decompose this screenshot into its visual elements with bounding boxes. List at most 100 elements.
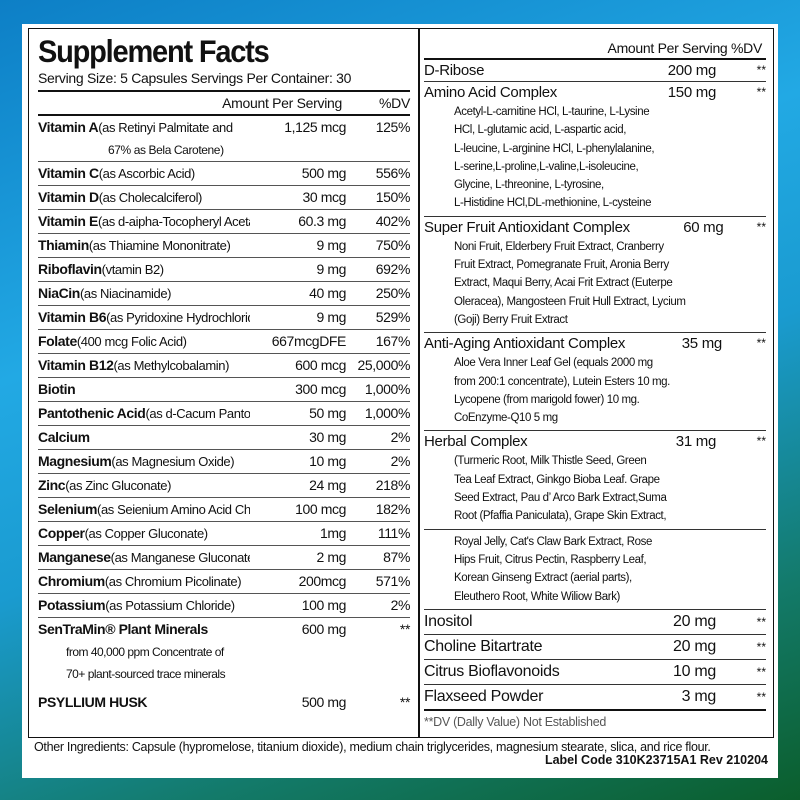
ingredient-main: Anti-Aging Antioxidant Complex 35 mg **	[424, 333, 766, 354]
right-column: Amount Per Serving %DV D-Ribose 200 mg ** A…	[424, 38, 766, 733]
nutrient-name: Selenium	[38, 501, 98, 517]
nutrient-row: Vitamin A(as Retinyi Palmitate and 1,125 …	[38, 116, 410, 162]
nutrient-main: PSYLLIUM HUSK 500 mg **	[38, 691, 410, 714]
ingredient-dv: **	[756, 219, 766, 234]
ingredient-subline: Seed Extract, Pau d’ Arco Bark Extract,S…	[454, 492, 667, 505]
ingredient-name: Super Fruit Antioxidant Complex	[424, 218, 630, 236]
nutrient-name: Vitamin D	[38, 189, 99, 205]
nutrient-subline: from 40,000 ppm Concentrate of	[66, 645, 224, 659]
right-rows: D-Ribose 200 mg ** Amino Acid Complex 150 mg…	[424, 60, 766, 711]
ingredient-row: Inositol 20 mg **	[424, 610, 766, 635]
nutrient-dv: 87%	[383, 549, 410, 565]
nutrient-row: Calcium 30 mg 2%	[38, 426, 410, 450]
nutrient-dv: 1,000%	[364, 381, 410, 397]
nutrient-amount: 300 mcg	[295, 381, 346, 397]
nutrient-row: Chromium(as Chromium Picolinate) 200mcg 57…	[38, 570, 410, 594]
nutrient-name: NiaCin	[38, 285, 80, 301]
nutrient-name-cell: Manganese(as Manganese Gluconate)	[38, 546, 250, 569]
nutrient-amount: 1mg	[319, 525, 346, 541]
ingredient-row: D-Ribose 200 mg **	[424, 60, 766, 82]
nutrient-source: (as Thiamine Mononitrate)	[88, 238, 231, 253]
other-ingredients: Other Ingredients: Capsule (hypromelose,…	[34, 740, 711, 754]
nutrient-name-cell: Thiamin(as Thiamine Mononitrate)	[38, 234, 250, 257]
ingredient-subline: (Goji) Berry Fruit Extract	[454, 313, 568, 326]
nutrient-name: Folate	[38, 333, 77, 349]
nutrient-main: Thiamin(as Thiamine Mononitrate) 9 mg 750%	[38, 234, 410, 257]
nutrient-name-cell: Riboflavin(vtamin B2)	[38, 258, 250, 281]
nutrient-row: Selenium(as Seienium Amino Acid Chelate)…	[38, 498, 410, 522]
ingredient-subline: Extract, Maqui Berry, Acai Frit Extract …	[454, 277, 673, 290]
serving-info: Serving Size: 5 Capsules Servings Per Co…	[38, 68, 410, 92]
ingredient-subline: Aloe Vera Inner Leaf Gel (equals 2000 mg	[454, 357, 653, 370]
ingredient-subline: Oleracea), Mangosteen Fruit Hull Extract…	[454, 295, 686, 308]
nutrient-main: Vitamin A(as Retinyi Palmitate and 1,125 …	[38, 116, 410, 139]
nutrient-name-cell: SenTraMin® Plant Minerals	[38, 618, 250, 641]
nutrient-main: Riboflavin(vtamin B2) 9 mg 692%	[38, 258, 410, 281]
nutrient-row: SenTraMin® Plant Minerals 600 mg ** from 40…	[38, 618, 410, 685]
nutrient-dv: 218%	[375, 477, 411, 493]
nutrient-main: Vitamin D(as Cholecalciferol) 30 mcg 150%	[38, 186, 410, 209]
ingredient-subline: Eleuthero Root, White Wiliow Bark)	[454, 590, 620, 603]
nutrient-name-cell: Vitamin A(as Retinyi Palmitate and	[38, 116, 250, 139]
ingredient-subline: (Turmeric Root, Milk Thistle Seed, Green	[454, 455, 647, 468]
nutrient-main: Vitamin B6(as Pyridoxine Hydrochloride) 9…	[38, 306, 410, 329]
nutrient-amount: 30 mcg	[302, 189, 346, 205]
nutrient-name: Calcium	[38, 429, 90, 445]
ingredient-subline: Acetyl-L-carnitine HCl, L-taurine, L-Lys…	[454, 106, 650, 118]
nutrient-dv: 182%	[375, 501, 411, 517]
nutrient-name: Vitamin E	[38, 213, 98, 229]
nutrient-main: Vitamin B12(as Methylcobalamin) 600 mcg 25…	[38, 354, 410, 377]
nutrient-source: (vtamin B2)	[101, 262, 164, 277]
ingredient-amount: 150 mg	[667, 84, 717, 101]
nutrient-row: Potassium(as Potassium Chloride) 100 mg 2%	[38, 594, 410, 618]
nutrient-name-cell: NiaCin(as Niacinamide)	[38, 282, 250, 305]
ingredient-row: Citrus Bioflavonoids 10 mg **	[424, 660, 766, 685]
ingredient-subline: L-leucine, L-arginine HCl, L-phenylalani…	[454, 142, 655, 155]
nutrient-source: (as Potassium Chloride)	[105, 598, 235, 613]
left-header: Amount Per Serving %DV	[38, 92, 410, 116]
nutrient-row: Vitamin D(as Cholecalciferol) 30 mcg 150%	[38, 186, 410, 210]
ingredient-subline: Lycopene (from marigold fower) 10 mg.	[454, 393, 640, 406]
ingredient-row: Choline Bitartrate 20 mg **	[424, 635, 766, 660]
nutrient-dv: 1,000%	[364, 405, 410, 421]
nutrient-name: Vitamin C	[38, 165, 99, 181]
ingredient-subline: L-serine,L-proline,L-valine,L-isoleucine…	[454, 160, 639, 173]
ingredient-main: Choline Bitartrate 20 mg **	[424, 635, 766, 659]
nutrient-source: (as Cholecalciferol)	[98, 190, 203, 205]
ingredient-subline: Root (Pfaffia Paniculata), Grape Skin Ex…	[454, 510, 667, 523]
ingredient-dv: **	[756, 639, 766, 654]
ingredient-subline: Tea Leaf Extract, Ginkgo Bioba Leaf. Gra…	[454, 473, 660, 486]
nutrient-source: (as d-Cacum Pantothenate)	[145, 406, 250, 421]
nutrient-name-cell: Copper(as Copper Gluconate)	[38, 522, 250, 545]
ingredient-subline: Noni Fruit, Elderbery Fruit Extract, Cra…	[454, 240, 664, 253]
nutrient-dv: 571%	[375, 573, 411, 589]
ingredient-dv: **	[756, 85, 766, 99]
ingredient-amount: 10 mg	[673, 662, 716, 680]
ingredient-subline: Hips Fruit, Citrus Pectin, Raspberry Lea…	[454, 553, 647, 566]
nutrient-name: Vitamin A	[38, 119, 99, 135]
nutrient-row: Magnesium(as Magnesium Oxide) 10 mg 2%	[38, 450, 410, 474]
nutrient-source: (as Methylcobalamin)	[113, 358, 230, 373]
ingredient-subline: CoEnzyme-Q10 5 mg	[454, 412, 558, 425]
nutrient-main: Magnesium(as Magnesium Oxide) 10 mg 2%	[38, 450, 410, 473]
ingredient-dv: **	[756, 434, 766, 449]
nutrient-dv: **	[399, 621, 411, 637]
nutrient-name-cell: Vitamin B6(as Pyridoxine Hydrochloride)	[38, 306, 250, 329]
nutrient-source: (as Ascorbic Acid)	[98, 166, 196, 181]
ingredient-row: Anti-Aging Antioxidant Complex 35 mg ** Alo…	[424, 333, 766, 432]
nutrient-amount: 40 mg	[309, 285, 346, 301]
ingredient-amount: 20 mg	[673, 612, 716, 630]
nutrient-amount: 100 mg	[301, 597, 347, 613]
nutrient-amount: 24 mg	[309, 477, 346, 493]
nutrient-row: Vitamin E(as d-aipha-Tocopheryl Acetate)…	[38, 210, 410, 234]
ingredient-subline: from 200:1 concentrate), Lutein Esters 1…	[454, 375, 670, 388]
ingredient-main: Super Fruit Antioxidant Complex 60 mg **	[424, 217, 766, 238]
ingredient-subline: Glycine, L-threonine, L-tyrosine,	[454, 179, 604, 192]
nutrient-amount: 100 mcg	[295, 501, 346, 517]
nutrient-row: PSYLLIUM HUSK 500 mg **	[38, 691, 410, 714]
ingredient-amount: 20 mg	[673, 637, 716, 655]
page-title: Supplement Facts	[38, 35, 270, 70]
nutrient-name: Biotin	[38, 381, 76, 397]
nutrient-name-cell: Pantothenic Acid(as d-Cacum Pantothenate…	[38, 402, 250, 425]
ingredient-amount: 60 mg	[683, 218, 724, 236]
